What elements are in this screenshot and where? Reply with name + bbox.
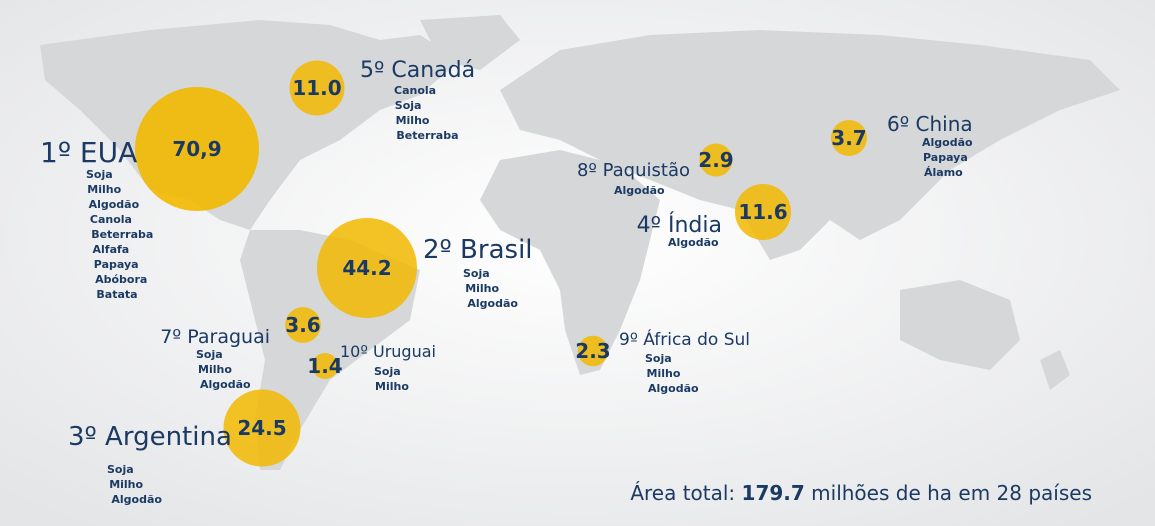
crop: Milho (198, 363, 232, 376)
total-area: Área total: 179.7 milhões de ha em 28 pa… (630, 481, 1092, 505)
country-rank: 5º Canadá (360, 58, 475, 83)
bubble (223, 389, 301, 467)
crop: Algodão (614, 184, 665, 197)
bubble-value: 11.6 (738, 200, 787, 224)
bubble-value: 3.6 (285, 313, 320, 337)
bubble (285, 307, 321, 343)
bubble-value: 2.9 (698, 148, 733, 172)
bubble-value: 1.4 (307, 354, 342, 378)
crop: Papaya (94, 258, 139, 271)
bubble (577, 335, 609, 367)
crop: Soja (374, 365, 401, 378)
country-rank: 7º Paraguai (160, 326, 270, 348)
bubble (316, 217, 418, 319)
crop: Alfafa (93, 243, 130, 256)
bubble (311, 352, 339, 380)
country-rank: 9º África do Sul (619, 328, 750, 350)
bubble-value: 24.5 (237, 416, 286, 440)
total-prefix: Área total: (630, 481, 741, 505)
crop: Milho (465, 282, 499, 295)
crop: Beterraba (396, 129, 458, 142)
bubble-value: 11.0 (292, 76, 341, 100)
crop: Soja (395, 99, 422, 112)
crop: Álamo (924, 166, 963, 179)
bubble (830, 119, 868, 157)
bubble-value: 3.7 (831, 126, 866, 150)
total-value: 179.7 (742, 481, 805, 505)
crop: Algodão (922, 136, 973, 149)
country-rank: 2º Brasil (423, 235, 533, 265)
crop: Papaya (923, 151, 968, 164)
crop: Milho (647, 367, 681, 380)
crop: Milho (375, 380, 409, 393)
country-rank: 8º Paquistão (577, 160, 690, 181)
country-rank: 1º EUA (40, 136, 137, 169)
crop: Beterraba (91, 228, 153, 241)
crop: Milho (87, 183, 121, 196)
crop: Soja (645, 352, 672, 365)
crop: Batata (96, 288, 137, 301)
country-rank: 10º Uruguai (340, 342, 436, 361)
crop: Soja (196, 348, 223, 361)
bubble-value: 44.2 (342, 256, 391, 280)
bubble-value: 70,9 (172, 137, 221, 161)
bubble (134, 86, 260, 212)
crop: Algodão (89, 198, 140, 211)
crop: Canola (394, 84, 436, 97)
crop: Soja (86, 168, 113, 181)
bubble (699, 143, 733, 177)
crop: Soja (107, 463, 134, 476)
bubble (289, 60, 345, 116)
country-rank: 6º China (887, 112, 973, 136)
total-suffix: milhões de ha em 28 países (805, 481, 1092, 505)
crop: Algodão (467, 297, 518, 310)
countries: 70,91º EUASojaMilhoAlgodãoCanolaBeterrab… (40, 58, 973, 506)
bubble (734, 183, 792, 241)
crop: Canola (90, 213, 132, 226)
crop: Milho (396, 114, 430, 127)
country-rank: 3º Argentina (68, 422, 232, 452)
country-rank: 4º Índia (637, 212, 722, 238)
crop: Algodão (668, 236, 719, 249)
crop: Abóbora (95, 273, 147, 286)
crop: Algodão (648, 382, 699, 395)
bubble-value: 2.3 (575, 339, 610, 363)
crop: Soja (463, 267, 490, 280)
crop: Algodão (111, 493, 162, 506)
crop: Algodão (200, 378, 251, 391)
crop: Milho (109, 478, 143, 491)
